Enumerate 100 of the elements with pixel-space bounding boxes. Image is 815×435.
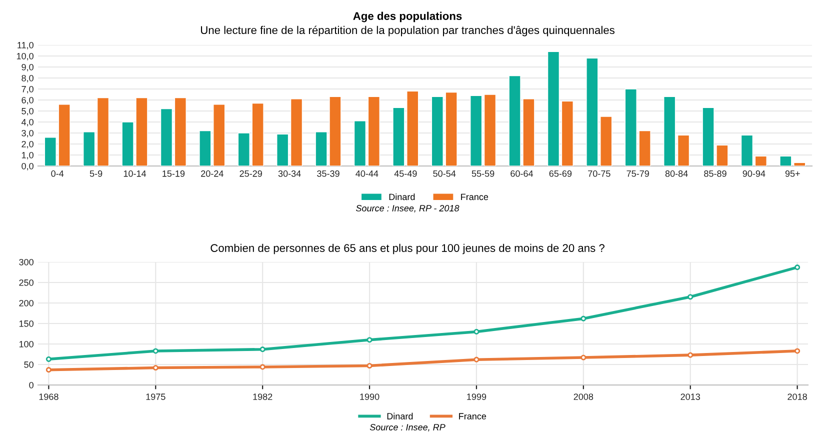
bar xyxy=(96,97,110,166)
y-tick-label: 200 xyxy=(19,300,34,306)
x-tick-label: 2018 xyxy=(788,394,807,400)
bar xyxy=(58,104,70,166)
x-tick-label: 75-79 xyxy=(626,170,649,177)
bar xyxy=(740,134,754,166)
source-note: Source : Insee, RP - 2018 xyxy=(356,205,460,212)
point xyxy=(794,264,800,270)
bar xyxy=(794,162,806,166)
bar xyxy=(754,156,767,166)
source-note: Source : Insee, RP xyxy=(370,424,446,432)
x-tick-label: 90-94 xyxy=(742,170,766,177)
x-tick-label: 15-19 xyxy=(162,170,185,177)
bar xyxy=(470,95,482,166)
chart-title: Combien de personnes de 65 ans et plus pour 100 jeunes de moins de 20 ans ? xyxy=(210,244,604,254)
x-tick-label: 1982 xyxy=(253,394,272,400)
legend-label: France xyxy=(459,413,486,420)
y-tick-label: 10,0 xyxy=(16,52,34,60)
point xyxy=(260,346,266,352)
x-tick-label: 10-14 xyxy=(124,170,146,177)
chart-subtitle: Une lecture fine de la répartition de la population par tranches d'âges quinquennales xyxy=(201,26,614,36)
bar xyxy=(354,120,366,166)
point xyxy=(46,356,52,362)
point xyxy=(580,316,586,322)
y-tick-label: 4,0 xyxy=(21,118,34,126)
bar xyxy=(252,102,264,166)
bar xyxy=(368,96,380,166)
x-tick-label: 25-29 xyxy=(240,170,262,177)
x-tick-label: 40-44 xyxy=(356,170,378,177)
x-tick-label: 45-49 xyxy=(394,170,417,177)
x-tick-label: 2013 xyxy=(680,394,700,400)
bar xyxy=(638,130,651,166)
bar xyxy=(213,104,226,166)
x-tick-label: 1968 xyxy=(39,394,58,400)
bar xyxy=(561,100,574,166)
y-tick-label: 150 xyxy=(19,320,34,327)
point xyxy=(688,352,694,358)
x-tick-label: 2008 xyxy=(574,394,594,400)
x-tick-label: 80-84 xyxy=(665,170,688,177)
x-tick-label: 20-24 xyxy=(201,170,224,177)
y-tick-label: 3,0 xyxy=(22,130,34,138)
x-tick-label: 1999 xyxy=(467,394,486,400)
point xyxy=(152,348,158,354)
y-tick-label: 6,0 xyxy=(22,96,34,104)
bar xyxy=(238,132,250,166)
y-tick-label: 2,0 xyxy=(22,140,34,148)
y-tick-label: 5,0 xyxy=(22,108,34,116)
point xyxy=(152,365,158,371)
bar xyxy=(392,107,405,166)
y-tick-label: 300 xyxy=(19,258,34,266)
x-tick-label: 85-89 xyxy=(704,170,726,177)
point xyxy=(46,367,52,373)
y-tick-label: 100 xyxy=(19,340,34,348)
point xyxy=(580,354,586,360)
bar xyxy=(547,51,560,166)
x-tick-label: 65-69 xyxy=(549,170,572,177)
x-tick-label: 50-54 xyxy=(433,170,456,177)
bar xyxy=(199,130,212,166)
bar xyxy=(445,92,458,166)
x-tick-label: 60-64 xyxy=(510,170,534,177)
point xyxy=(474,328,480,334)
y-tick-label: 250 xyxy=(19,279,34,286)
bar xyxy=(431,96,444,166)
x-tick-label: 30-34 xyxy=(278,170,301,177)
bar xyxy=(83,132,96,166)
x-tick-label: 70-75 xyxy=(588,170,610,177)
bar xyxy=(677,134,690,166)
bar xyxy=(406,90,419,166)
x-tick-label: 0-4 xyxy=(51,170,64,177)
bar xyxy=(600,116,612,166)
point xyxy=(260,364,266,370)
bar xyxy=(780,156,792,166)
bar xyxy=(174,97,186,166)
y-tick-label: 11,0 xyxy=(18,42,34,50)
point xyxy=(794,348,800,354)
legend-label: France xyxy=(461,194,488,200)
y-tick-label: 8,0 xyxy=(22,74,34,82)
legend-label: Dinard xyxy=(389,193,415,200)
x-tick-label: 1990 xyxy=(360,394,380,400)
bar xyxy=(276,134,289,166)
x-tick-label: 35-39 xyxy=(317,170,340,177)
point xyxy=(366,362,372,369)
y-tick-label: 9,0 xyxy=(22,64,34,72)
bar xyxy=(44,137,56,166)
bar xyxy=(290,98,303,166)
y-tick-label: 7,0 xyxy=(22,86,34,94)
y-tick-label: 50 xyxy=(24,361,34,368)
y-tick-label: 0 xyxy=(29,382,34,388)
y-tick-label: 1,0 xyxy=(22,152,34,160)
x-tick-label: 95+ xyxy=(785,170,800,177)
chart-title: Age des populations xyxy=(353,12,462,22)
bar xyxy=(160,108,173,166)
bar xyxy=(484,94,496,166)
bar xyxy=(586,58,598,166)
x-tick-label: 55-59 xyxy=(472,170,494,177)
bar xyxy=(664,96,676,166)
point xyxy=(688,294,694,300)
x-tick-label: 1975 xyxy=(146,394,166,400)
bar xyxy=(624,88,637,166)
point xyxy=(474,356,480,362)
